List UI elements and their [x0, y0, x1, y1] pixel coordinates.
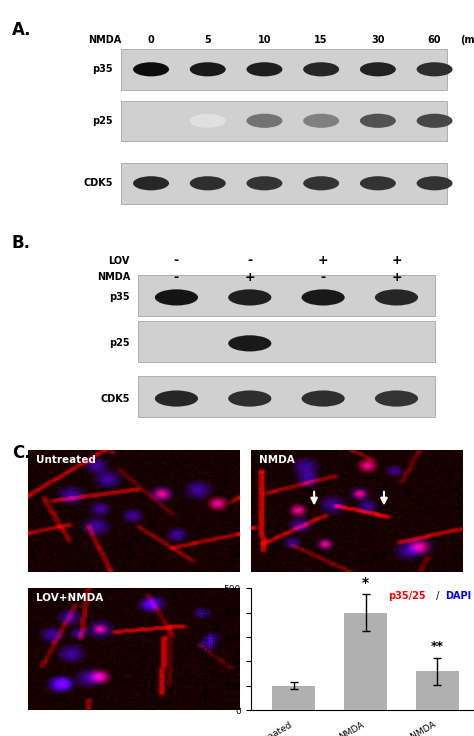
Text: B.: B.: [12, 234, 31, 252]
Text: A.: A.: [12, 21, 31, 39]
Text: C.: C.: [12, 445, 30, 462]
